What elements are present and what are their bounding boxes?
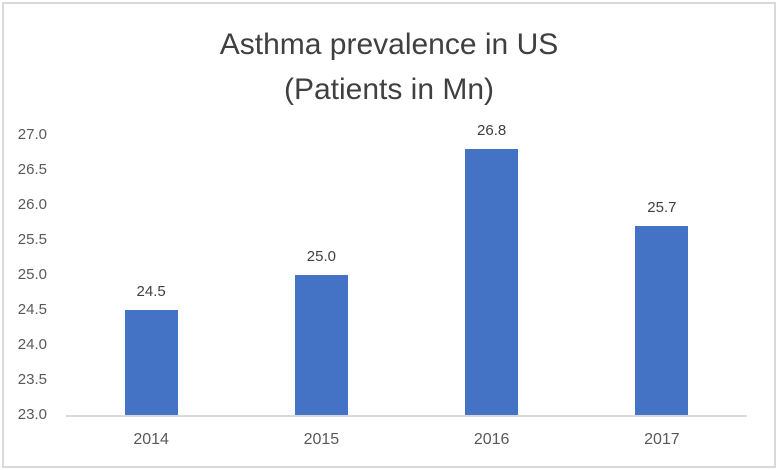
bar-value-label: 24.5 <box>136 283 166 300</box>
x-axis-line <box>66 415 747 417</box>
bar-2017 <box>635 226 689 415</box>
y-tick-label: 25.5 <box>17 231 47 248</box>
y-tick-label: 25.0 <box>17 266 47 283</box>
y-tick-label: 26.0 <box>17 196 47 213</box>
bar-2015 <box>294 275 348 415</box>
bar-value-label: 25.0 <box>306 248 336 265</box>
bar-value-label: 26.8 <box>477 122 507 139</box>
plot-area: 24.5 25.0 26.8 25.7 <box>66 122 747 417</box>
y-tick-label: 24.0 <box>17 336 47 353</box>
bar-2016 <box>465 149 519 415</box>
x-tick-label: 2014 <box>133 431 169 448</box>
chart-title-line2: (Patients in Mn) <box>283 73 495 106</box>
x-tick-label: 2015 <box>303 431 340 448</box>
bar-value-label: 25.7 <box>647 199 677 216</box>
chart-title-line1: Asthma prevalence in US <box>219 28 559 61</box>
x-tick-label: 2016 <box>473 431 510 448</box>
y-tick-label: 27.0 <box>17 126 47 143</box>
y-tick-label: 23.5 <box>17 371 47 388</box>
x-tick-label: 2017 <box>644 431 680 448</box>
y-tick-label: 23.0 <box>17 406 47 423</box>
y-tick-label: 24.5 <box>17 301 47 318</box>
bar-2014 <box>124 310 178 415</box>
y-tick-label: 26.5 <box>17 161 47 178</box>
chart-title: Asthma prevalence in US (Patients in Mn) <box>0 22 778 112</box>
